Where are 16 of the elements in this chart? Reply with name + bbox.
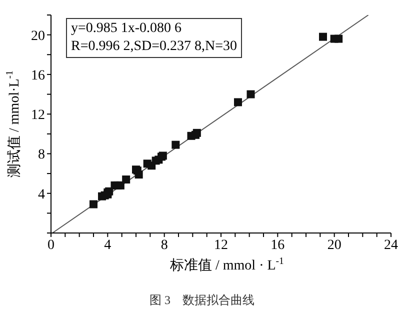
annotation: R=0.996 2,SD=0.237 8,N=30 <box>71 38 238 56</box>
x-tick-label: 4 <box>104 238 112 253</box>
x-tick-label: 16 <box>270 238 285 253</box>
x-tick-label: 12 <box>214 238 228 253</box>
y-tick-label: 12 <box>31 108 45 124</box>
y-tick-label: 8 <box>38 148 45 163</box>
caption: 图 3 数据拟合曲线 <box>148 292 256 309</box>
x-tick-label: 20 <box>327 238 342 253</box>
y-tick-label: 4 <box>38 187 45 202</box>
x-axis-title: 标准值 / mmol · L$^{-1}$ <box>170 256 284 274</box>
y-tick-label: 16 <box>31 68 45 84</box>
x-tick-label: 8 <box>160 238 168 253</box>
y-tick-label: 20 <box>31 28 45 44</box>
x-tick-label: 0 <box>48 238 54 253</box>
x-tick-label: 24 <box>384 238 398 253</box>
annotation: y=0.985 1x-0.080 6 <box>71 20 183 38</box>
